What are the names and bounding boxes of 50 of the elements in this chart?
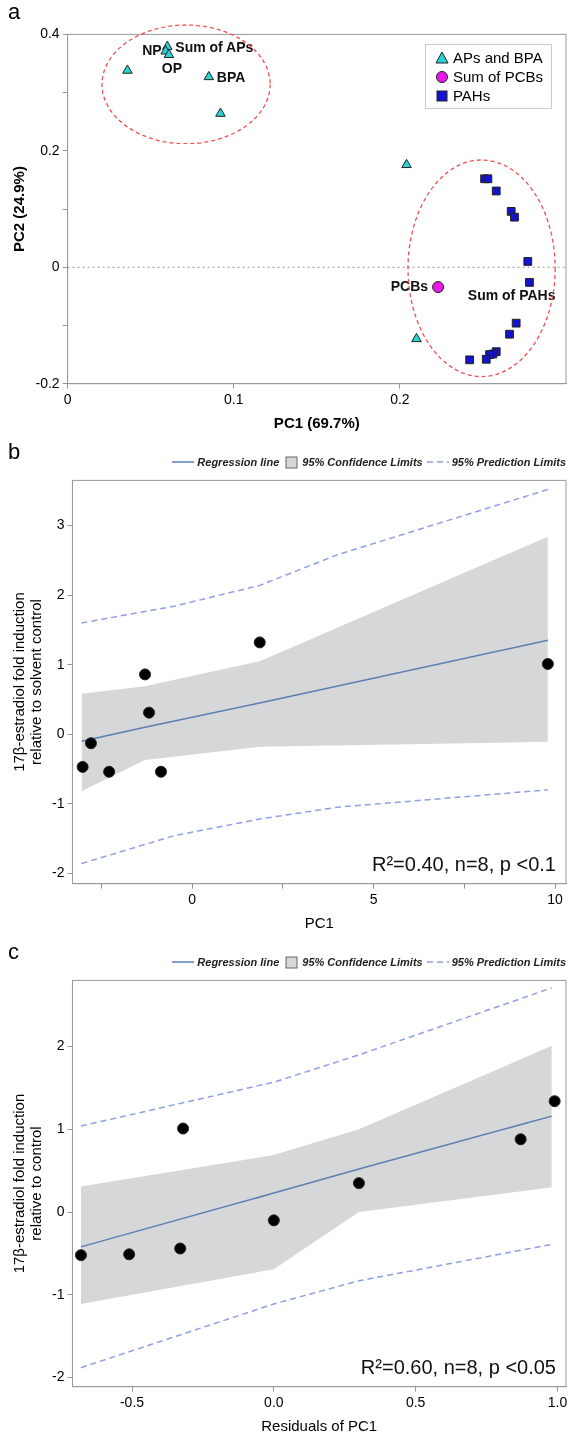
x-axis-title: PC1 <box>304 913 334 931</box>
y-tick-label: 0 <box>56 1202 65 1219</box>
y-axis-title: PC2 (24.9%) <box>10 166 28 252</box>
y-tick-label: 0 <box>51 258 60 275</box>
legend-label: Sum of PCBs <box>452 68 543 86</box>
chart-title: b <box>8 439 21 465</box>
x-tick-label: 0.5 <box>405 1393 426 1410</box>
x-tick-label: -0.5 <box>119 1393 145 1410</box>
y-tick-label: 0.4 <box>40 25 60 42</box>
annotation: Sum of APs <box>175 39 254 56</box>
x-axis-title: Residuals of PC1 <box>261 1416 378 1434</box>
y-tick-label: -2 <box>52 864 65 881</box>
legend-label: 95% Prediction Limits <box>451 956 566 969</box>
y-axis-title: 17β-estradiol fold induction relative to control <box>10 1093 44 1274</box>
y-tick-label: 2 <box>56 1037 65 1054</box>
annotation: R²=0.40, n=8, p <0.1 <box>371 853 556 876</box>
x-tick-label: 0 <box>188 890 197 907</box>
legend-label: PAHs <box>452 87 491 105</box>
chart-title: a <box>8 0 21 25</box>
x-tick-label: 0.2 <box>390 390 410 407</box>
legend-label: APs and BPA <box>452 49 543 67</box>
legend-label: 95% Prediction Limits <box>451 456 566 469</box>
y-axis-title: 17β-estradiol fold induction relative to solvent control <box>10 592 44 772</box>
y-tick-label: 3 <box>56 516 65 533</box>
x-axis-title: PC1 (69.7%) <box>273 413 360 431</box>
chart-title: c <box>8 939 19 965</box>
annotation: OP <box>161 59 183 76</box>
annotation: R²=0.60, n=8, p <0.05 <box>360 1356 556 1379</box>
x-tick-label: 10 <box>547 890 564 907</box>
annotation: Sum of PAHs <box>467 287 556 304</box>
y-tick-label: -2 <box>52 1368 65 1385</box>
x-tick-label: 0.1 <box>224 390 244 407</box>
y-tick-label: 0 <box>56 725 65 742</box>
y-tick-label: 2 <box>56 585 65 602</box>
y-tick-label: 0.2 <box>40 141 60 158</box>
text: 95% Confidence Limits <box>302 456 423 469</box>
y-tick-label: 1 <box>56 655 65 672</box>
y-tick-label: -1 <box>52 794 65 811</box>
y-tick-label: 1 <box>56 1120 65 1137</box>
annotation: NP <box>142 42 162 59</box>
x-tick-label: 5 <box>369 890 378 907</box>
x-tick-label: 0.0 <box>264 1393 284 1410</box>
y-tick-label: -1 <box>52 1285 65 1302</box>
text: 95% Confidence Limits <box>302 956 423 969</box>
legend-label: Regression line <box>197 456 280 469</box>
x-tick-label: 1.0 <box>547 1393 568 1410</box>
annotation: BPA <box>216 68 246 85</box>
legend-label: Regression line <box>197 956 280 969</box>
y-tick-label: -0.2 <box>35 374 60 391</box>
annotation: PCBs <box>390 277 429 294</box>
